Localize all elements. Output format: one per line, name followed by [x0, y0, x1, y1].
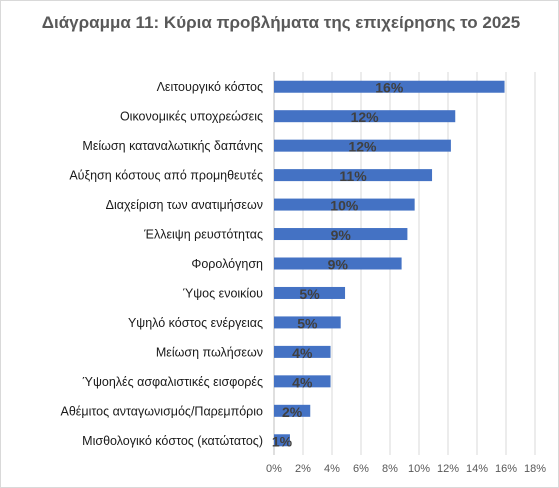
- data-label: 10%: [330, 198, 359, 214]
- bar: [274, 169, 433, 182]
- x-tick-label: 4%: [324, 463, 340, 475]
- category-label: Μείωση καταναλωτικής δαπάνης: [82, 139, 263, 153]
- category-label: Αύξηση κόστους από προμηθευτές: [69, 169, 263, 183]
- data-label: 2%: [282, 404, 303, 420]
- x-tick-label: 10%: [408, 463, 430, 475]
- x-tick-label: 8%: [382, 463, 398, 475]
- bar: [274, 228, 408, 241]
- x-tick-label: 2%: [295, 463, 311, 475]
- x-tick-label: 12%: [437, 463, 459, 475]
- bar: [274, 139, 451, 152]
- category-label: Φορολόγηση: [191, 257, 263, 271]
- bar: [274, 198, 415, 211]
- bar: [274, 404, 311, 417]
- category-label: Λειτουργικό κόστος: [157, 80, 263, 94]
- bar: [274, 345, 331, 358]
- x-tick-label: 6%: [353, 463, 369, 475]
- bar: [274, 286, 346, 299]
- x-tick-label: 14%: [466, 463, 488, 475]
- data-label: 16%: [375, 80, 404, 96]
- x-tick-label: 0%: [266, 463, 282, 475]
- category-label: Υψηλό κόστος ενέργειας: [128, 316, 263, 330]
- data-label: 9%: [331, 227, 352, 243]
- chart-title: Διάγραμμα 11: Κύρια προβλήματα της επιχε…: [41, 13, 521, 32]
- data-label: 4%: [292, 374, 313, 390]
- data-label: 4%: [292, 345, 313, 361]
- category-label: Ύψος ενοικίου: [183, 286, 264, 300]
- category-label: Μείωση πωλήσεων: [156, 345, 263, 359]
- bar: [274, 316, 341, 329]
- bar: [274, 434, 290, 447]
- bar: [274, 80, 505, 93]
- bar: [274, 257, 402, 270]
- category-label: Ύψοηλές ασφαλιστικές εισφορές: [82, 375, 263, 389]
- data-label: 5%: [299, 286, 320, 302]
- category-label: Οικονομικές υποχρεώσεις: [120, 110, 263, 124]
- data-label: 12%: [351, 109, 380, 125]
- data-label: 12%: [348, 139, 377, 155]
- data-label: 9%: [328, 257, 349, 273]
- category-label: Μισθολογικό κόστος (κατώτατος): [82, 434, 263, 448]
- x-tick-label: 18%: [524, 463, 546, 475]
- x-tick-label: 16%: [495, 463, 517, 475]
- data-label: 1%: [272, 433, 293, 449]
- category-label: Έλλειψη ρευστότητας: [143, 228, 263, 242]
- data-label: 5%: [297, 315, 318, 331]
- data-label: 11%: [339, 168, 367, 184]
- bar: [274, 110, 456, 123]
- category-label: Διαχείριση των ανατιμήσεων: [106, 198, 263, 212]
- category-label: Αθέμιτος ανταγωνισμός/Παρεμπόριο: [61, 404, 264, 418]
- bar: [274, 375, 331, 388]
